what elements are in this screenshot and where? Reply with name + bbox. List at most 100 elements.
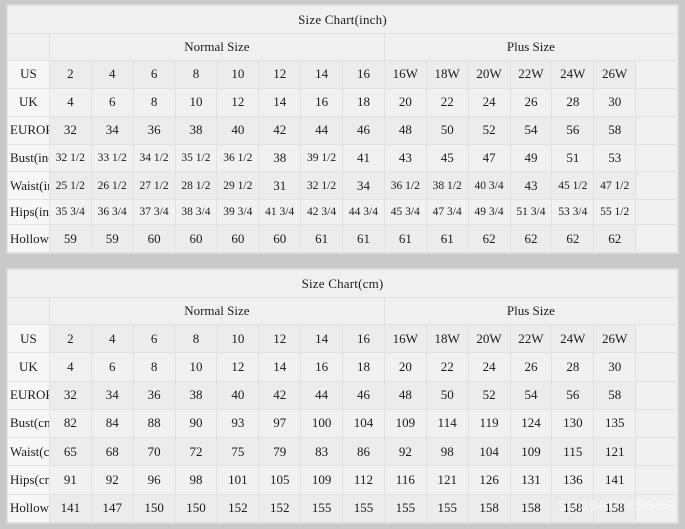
table-cell: 32 1/2 xyxy=(300,171,343,201)
table-cell: 50 xyxy=(425,380,469,410)
row-label: UK xyxy=(7,352,50,382)
row-label: UK xyxy=(7,87,50,117)
table-cell: 51 3/4 xyxy=(509,199,553,226)
table-cell: 6 xyxy=(132,60,176,89)
table-cell: 34 xyxy=(90,115,134,145)
table-cell: 88 xyxy=(132,408,176,439)
table-row: UK 4 6 8 10 12 14 16 18 20 22 24 26 28 30 xyxy=(7,352,678,382)
table-cell: 155 xyxy=(342,493,385,524)
table-cell: 79 xyxy=(258,437,302,467)
table-cell: 37 3/4 xyxy=(132,199,176,226)
table-cell: 14 xyxy=(258,352,302,382)
table-cell: 45 xyxy=(425,143,469,173)
table-cell: 41 3/4 xyxy=(258,199,302,226)
group-header-normal-size: Normal Size xyxy=(48,297,385,325)
table-cell: 18W xyxy=(425,60,469,89)
table-cell-filler xyxy=(635,380,678,410)
table-cell: 2 xyxy=(48,323,92,354)
table-cell: 43 xyxy=(383,143,427,173)
table-row: Hollow to Floor(inch)5959606060606161616… xyxy=(7,224,678,253)
table-cell: 34 1/2 xyxy=(132,143,176,173)
table-cell: 47 xyxy=(467,143,511,173)
table-cell: 93 xyxy=(216,408,260,439)
table-cell: 44 3/4 xyxy=(342,199,385,226)
table-cell: 86 xyxy=(342,437,385,467)
table-cell: 38 xyxy=(174,380,218,410)
table-cell: 16 xyxy=(300,87,343,117)
table-cell: 14 xyxy=(300,60,343,89)
table-cell-filler xyxy=(635,224,678,253)
table-cell: 4 xyxy=(48,87,92,117)
table-cell: 60 xyxy=(258,224,302,253)
table-cell: 49 3/4 xyxy=(467,199,511,226)
table-cell: 32 1/2 xyxy=(48,143,92,173)
row-label: Hollow to Floor(cm) xyxy=(7,493,50,524)
table-cell: 56 xyxy=(551,115,595,145)
table-cell: 62 xyxy=(467,224,511,253)
table-cell: 61 xyxy=(342,224,385,253)
table-cell-filler xyxy=(635,199,678,226)
table-cell: 62 xyxy=(509,224,553,253)
table-cell: 55 1/2 xyxy=(593,199,637,226)
table-cell: 28 1/2 xyxy=(174,171,218,201)
table-cell: 109 xyxy=(509,437,553,467)
table-cell-filler xyxy=(635,171,678,201)
row-label: Waist(cm) xyxy=(7,437,50,467)
table-cell: 150 xyxy=(174,493,218,524)
table-cell: 58 xyxy=(593,115,637,145)
table-cell: 45 3/4 xyxy=(383,199,427,226)
table-cell: 131 xyxy=(509,465,553,495)
table-cell: 16 xyxy=(342,323,385,354)
table-cell: 44 xyxy=(300,380,343,410)
table-cell: 47 1/2 xyxy=(593,171,637,201)
table-cell: 8 xyxy=(174,323,218,354)
table-cell: 34 xyxy=(342,171,385,201)
table-cell: 35 3/4 xyxy=(48,199,92,226)
table-cell: 31 xyxy=(258,171,302,201)
table-cell: 83 xyxy=(300,437,343,467)
table-row: Bust(cm)82848890939710010410911411912413… xyxy=(7,408,678,439)
table-cell: 2 xyxy=(48,60,92,89)
table-cell: 38 1/2 xyxy=(425,171,469,201)
table-cell: 155 xyxy=(383,493,427,524)
table-cell: 12 xyxy=(258,60,302,89)
table-row: Hips(cm)91929698101105109112116121126131… xyxy=(7,465,678,495)
table-cell: 22 xyxy=(425,87,469,117)
group-header-plus-size: Plus Size xyxy=(383,297,679,325)
table-row: US 2 4 6 8 10 12 14 16 16W 18W 20W 22W 24W 26W xyxy=(7,60,678,89)
table-cell: 40 3/4 xyxy=(467,171,511,201)
table-cell: 4 xyxy=(90,323,134,354)
table-cell: 70 xyxy=(132,437,176,467)
table-cell: 6 xyxy=(132,323,176,354)
table-cell: 109 xyxy=(383,408,427,439)
table-cell: 39 3/4 xyxy=(216,199,260,226)
chart-title: Size Chart(cm) xyxy=(7,269,678,298)
table-cell: 59 xyxy=(48,224,92,253)
size-chart-cm-table: Size Chart(cm) Normal Size Plus Size US 2 4 6 8… xyxy=(7,269,679,524)
table-cell-filler xyxy=(635,143,678,173)
size-chart-inch-block: Size Chart(inch) Normal Size Plus Size US 2 4… xyxy=(6,4,679,254)
table-cell: 10 xyxy=(216,60,260,89)
table-cell: 54 xyxy=(509,115,553,145)
table-cell: 50 xyxy=(425,115,469,145)
table-cell: 72 xyxy=(174,437,218,467)
table-cell-filler xyxy=(635,87,678,117)
row-label: Bust(inch) xyxy=(7,143,50,173)
table-cell: 62 xyxy=(551,224,595,253)
table-cell: 26 xyxy=(509,352,553,382)
table-cell: 24W xyxy=(551,323,595,354)
table-cell: 8 xyxy=(174,60,218,89)
table-row: UK 4 6 8 10 12 14 16 18 20 22 24 26 28 30 xyxy=(7,87,678,117)
table-cell: 60 xyxy=(174,224,218,253)
table-cell: 12 xyxy=(216,352,260,382)
table-cell: 40 xyxy=(216,380,260,410)
table-cell: 141 xyxy=(593,465,637,495)
group-header-row: Normal Size Plus Size xyxy=(7,297,679,325)
size-chart-cm-body: Size Chart(cm) Normal Size Plus Size US 2 4 6 8… xyxy=(7,269,679,524)
table-cell: 38 3/4 xyxy=(174,199,218,226)
table-cell: 60 xyxy=(216,224,260,253)
table-row: Hips(inch)35 3/436 3/437 3/438 3/439 3/4… xyxy=(7,199,678,226)
table-cell: 26 xyxy=(509,87,553,117)
table-cell: 26W xyxy=(593,60,637,89)
